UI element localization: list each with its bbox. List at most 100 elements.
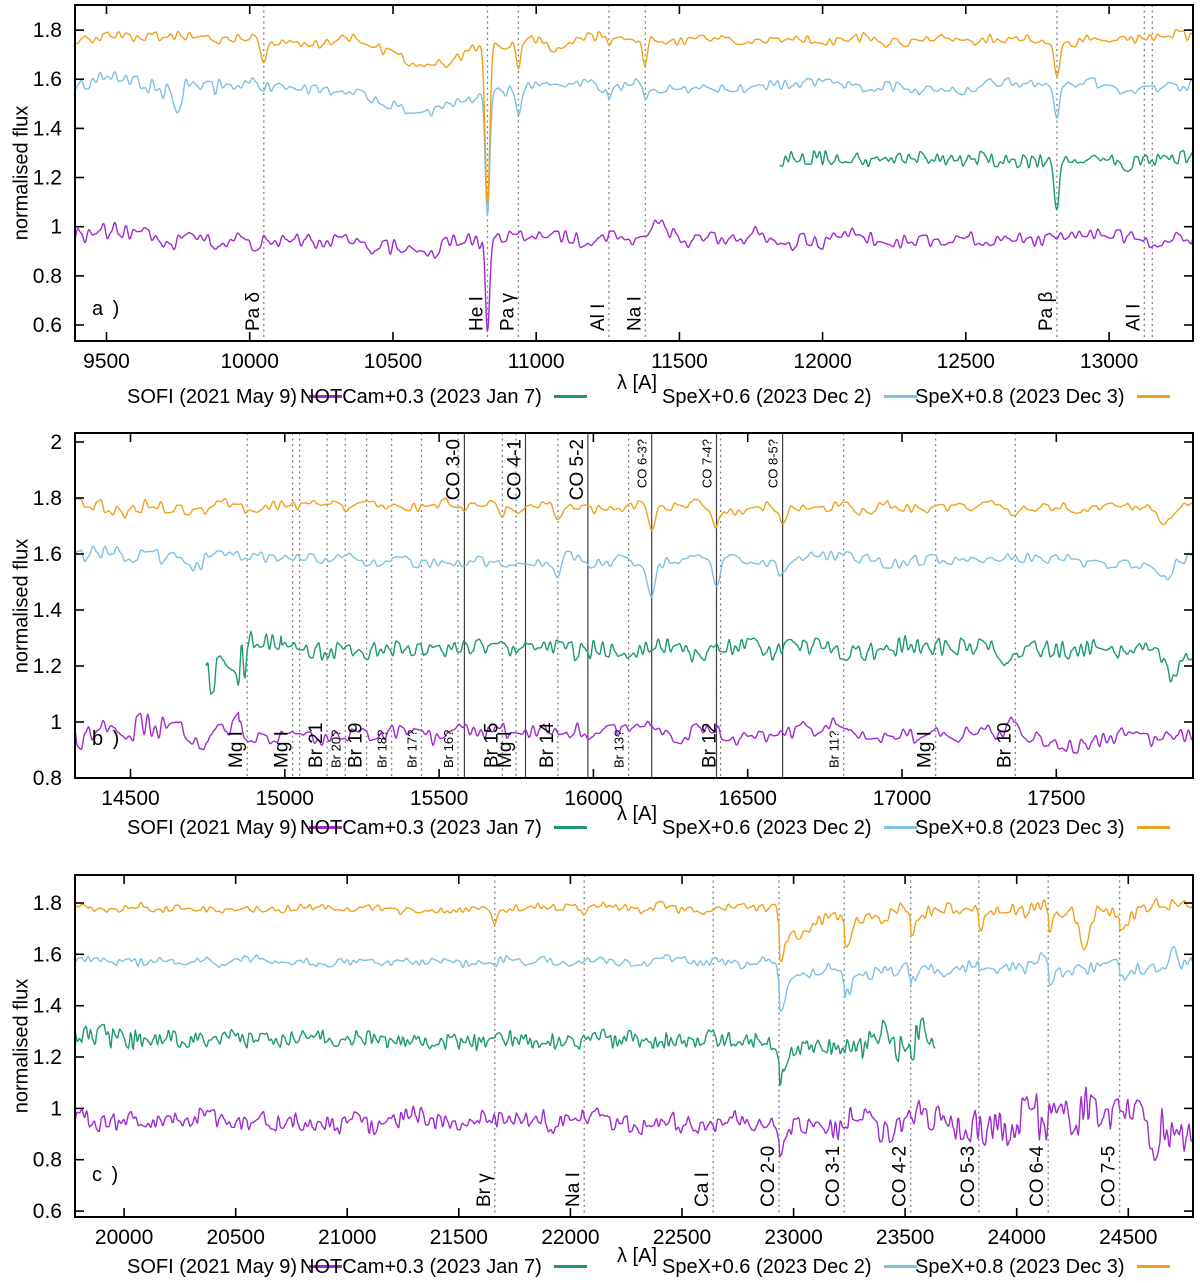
y-tick-label: 1.4 xyxy=(33,117,63,140)
y-tick-label: 0.8 xyxy=(33,767,62,790)
series-NOTCam+0.3 xyxy=(779,149,1193,211)
y-tick-label: 0.6 xyxy=(33,1200,62,1223)
legend-label: SpeX+0.6 (2023 Dec 2) xyxy=(662,1256,872,1278)
spectral-line-labels: Mg I Mg I Br 21 Br 20? Br 19 Br 18? Br 17? Br 1… xyxy=(226,439,1015,768)
legend-entry-sofi: SOFI (2021 May 9) xyxy=(127,817,343,840)
legend-entry-notcam: NOTCam+0.3 (2023 Jan 7) xyxy=(300,386,587,409)
x-tick-label: 12000 xyxy=(793,350,851,373)
panel-tag: c ) xyxy=(92,1164,121,1186)
y-tick-label: 1.2 xyxy=(33,167,62,190)
x-tick-label: 22500 xyxy=(653,1226,711,1249)
series-SOFI xyxy=(75,219,1193,332)
spectral-line-label: Br γ xyxy=(474,1173,495,1207)
spectral-line-label: CO 4-2 xyxy=(890,1146,911,1207)
legend-label: NOTCam+0.3 (2023 Jan 7) xyxy=(300,1256,542,1278)
x-tick-label: 21000 xyxy=(318,1226,376,1249)
spectral-line-label: Br 13? xyxy=(612,730,627,768)
x-tick-label: 14500 xyxy=(101,787,159,810)
legend-label: SOFI (2021 May 9) xyxy=(127,1256,298,1278)
spectral-line-label: Pa β xyxy=(1036,291,1057,331)
y-tick-label: 1.4 xyxy=(33,599,63,622)
spectral-line-labels: Br γ Na I Ca I CO 2-0 CO 3-1 CO 4-2 CO 5-3 CO 6… xyxy=(474,1145,1120,1207)
series-SOFI xyxy=(75,711,1193,754)
spectral-line-markers xyxy=(494,875,1121,1217)
panel-a: 9500 10000 10500 11000 11500 12000 12500 13000 0… xyxy=(0,0,1200,422)
spectral-line-label: Br 21 xyxy=(306,723,327,768)
spectral-line-label: CO 6-4 xyxy=(1027,1145,1048,1207)
legend-label: SpeX+0.6 (2023 Dec 2) xyxy=(662,817,872,839)
spectral-line-label: Pa γ xyxy=(497,292,518,331)
x-tick-label: 17500 xyxy=(1027,787,1085,810)
panel-tag: a ) xyxy=(92,298,122,320)
spectral-line-label: CO 5-2 xyxy=(567,439,588,500)
spectral-line-label: CO 3-0 xyxy=(443,439,464,500)
plot-border xyxy=(74,874,1194,1218)
spectral-line-label: Ca I xyxy=(692,1172,713,1207)
y-axis-label: normalised flux xyxy=(10,538,33,674)
x-tick-label: 15000 xyxy=(256,787,314,810)
y-tick-label: 1.8 xyxy=(33,487,62,510)
spectral-line-label: Al I xyxy=(1123,304,1144,331)
legend-entry-spex08: SpeX+0.8 (2023 Dec 3) xyxy=(915,1256,1170,1279)
spectral-line-label: Br 19 xyxy=(346,723,367,768)
series-NOTCam+0.3 xyxy=(75,1017,936,1087)
legend-entry-notcam: NOTCam+0.3 (2023 Jan 7) xyxy=(300,817,587,840)
spectral-line-label: Mg I xyxy=(272,731,293,768)
spectral-line-label: CO 6-3? xyxy=(635,439,650,488)
y-axis-label: normalised flux xyxy=(10,978,33,1114)
axis-ticks: 20000 20500 21000 21500 22000 22500 23000 23500… xyxy=(33,875,1193,1249)
series-group xyxy=(75,497,1193,754)
legend-row: SOFI (2021 May 9) NOTCam+0.3 (2023 Jan 7… xyxy=(0,1256,1200,1282)
spectral-line-label: CO 8-5? xyxy=(766,439,781,488)
series-NOTCam+0.3 xyxy=(205,630,1193,695)
legend-swatch xyxy=(883,1265,917,1268)
spectral-line-label: CO 7-4? xyxy=(700,439,715,488)
legend-entry-notcam: NOTCam+0.3 (2023 Jan 7) xyxy=(300,1256,587,1279)
legend-entry-spex08: SpeX+0.8 (2023 Dec 3) xyxy=(915,817,1170,840)
axis-ticks: 14500 15000 15500 16000 16500 17000 17500 0.8 1 1… xyxy=(33,431,1193,810)
spectral-line-label: Br 16? xyxy=(441,730,456,768)
y-tick-label: 0.6 xyxy=(33,314,62,337)
x-tick-label: 20500 xyxy=(206,1226,264,1249)
spectral-line-markers xyxy=(263,5,1153,341)
x-axis-label: λ [A] xyxy=(616,803,658,825)
legend-swatch xyxy=(1136,826,1170,829)
legend-label: SOFI (2021 May 9) xyxy=(127,817,298,839)
spectral-line-label: Br 14 xyxy=(537,722,558,768)
y-axis-label: normalised flux xyxy=(10,105,33,241)
x-tick-label: 16000 xyxy=(564,787,622,810)
spectral-line-label: Na I xyxy=(624,296,645,331)
x-tick-label: 11000 xyxy=(508,350,565,373)
spectral-line-label: He I xyxy=(467,296,488,331)
spectral-line-label: CO 5-3 xyxy=(958,1146,979,1207)
x-tick-label: 10500 xyxy=(364,350,422,373)
y-tick-label: 0.8 xyxy=(33,1149,62,1172)
x-tick-label: 23000 xyxy=(764,1226,822,1249)
y-tick-label: 1 xyxy=(50,216,62,239)
series-group xyxy=(75,28,1193,332)
panel-c-chart: 20000 20500 21000 21500 22000 22500 23000 23500… xyxy=(33,874,1194,1249)
legend-entry-sofi: SOFI (2021 May 9) xyxy=(127,386,343,409)
series-group xyxy=(75,897,1193,1162)
axis-ticks: 9500 10000 10500 11000 11500 12000 12500 13000 0… xyxy=(33,5,1193,373)
legend-label: SOFI (2021 May 9) xyxy=(127,386,298,408)
panel-tag: b ) xyxy=(92,728,122,750)
spectral-line-label: Mg I xyxy=(495,731,516,768)
x-tick-label: 11500 xyxy=(651,350,708,373)
x-tick-label: 17000 xyxy=(873,787,931,810)
spectral-line-label: Mg I xyxy=(226,731,247,768)
series-SpeX+0.6 xyxy=(75,545,1193,598)
y-tick-label: 1.2 xyxy=(33,655,62,678)
legend-swatch xyxy=(553,826,587,829)
spectral-line-label: Br 10 xyxy=(994,723,1015,768)
legend-entry-spex06: SpeX+0.6 (2023 Dec 2) xyxy=(662,386,917,409)
x-tick-label: 21500 xyxy=(430,1226,488,1249)
x-axis-label: λ [A] xyxy=(616,372,658,394)
legend-swatch xyxy=(309,826,343,829)
x-tick-label: 12500 xyxy=(937,350,995,373)
legend-row: SOFI (2021 May 9) NOTCam+0.3 (2023 Jan 7… xyxy=(0,386,1200,412)
legend-label: SpeX+0.8 (2023 Dec 3) xyxy=(915,817,1125,839)
y-tick-label: 1.6 xyxy=(33,943,62,966)
legend-row: SOFI (2021 May 9) NOTCam+0.3 (2023 Jan 7… xyxy=(0,817,1200,843)
y-tick-label: 2 xyxy=(50,431,62,454)
